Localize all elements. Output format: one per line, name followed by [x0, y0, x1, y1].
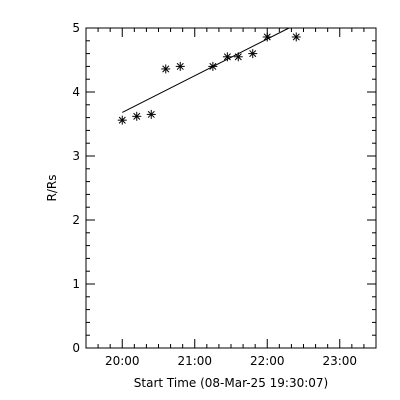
y-tick-label: 0 — [72, 341, 80, 355]
x-tick-label: 23:00 — [322, 354, 357, 368]
data-point — [146, 109, 156, 119]
ticks-layer — [85, 27, 377, 349]
y-tick-label: 2 — [72, 213, 80, 227]
data-point — [161, 64, 171, 74]
data-point — [262, 32, 272, 42]
x-tick-label: 20:00 — [105, 354, 140, 368]
y-tick-label: 4 — [72, 85, 80, 99]
fit-line — [122, 27, 290, 113]
y-tick-label: 3 — [72, 149, 80, 163]
labels-layer: 0 1 2 3 4 5 20:00 21:00 22:00 23:00 — [72, 21, 357, 368]
y-axis-label: R/Rs — [45, 175, 59, 202]
y-tick-label: 1 — [72, 277, 80, 291]
data-point — [208, 61, 218, 71]
data-point — [117, 115, 127, 125]
x-tick-label: 21:00 — [177, 354, 212, 368]
x-axis-label: Start Time (08-Mar-25 19:30:07) — [134, 376, 328, 390]
data-point — [175, 61, 185, 71]
data-point — [233, 52, 243, 62]
data-point — [132, 111, 142, 121]
x-tick-label: 22:00 — [250, 354, 285, 368]
marks-layer — [117, 27, 301, 125]
plot-frame — [85, 27, 377, 349]
data-point — [248, 49, 258, 59]
data-point — [291, 32, 301, 42]
data-point — [222, 52, 232, 62]
y-tick-label: 5 — [72, 21, 80, 35]
